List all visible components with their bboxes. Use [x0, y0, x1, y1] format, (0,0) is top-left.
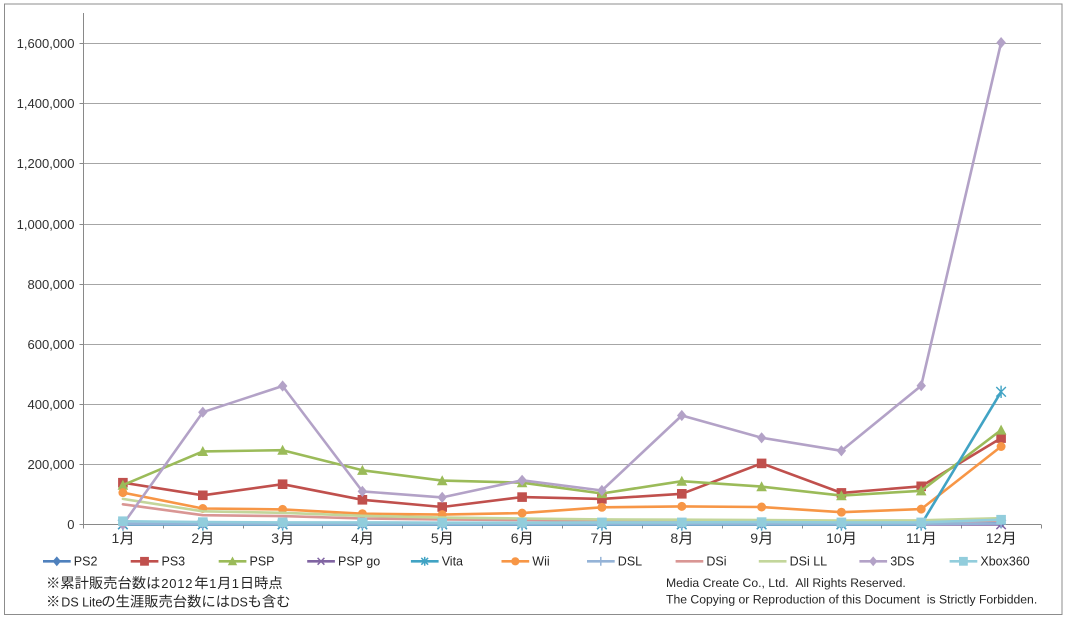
- svg-text:1,600,000: 1,600,000: [17, 36, 75, 51]
- svg-text:1: 1: [232, 576, 239, 591]
- svg-text:PS3: PS3: [162, 555, 186, 569]
- svg-text:4: 4: [351, 530, 359, 546]
- svg-text:400,000: 400,000: [28, 397, 75, 412]
- svg-text:DSL: DSL: [618, 555, 642, 569]
- svg-text:DSi LL: DSi LL: [790, 555, 828, 569]
- svg-text:9: 9: [750, 530, 758, 546]
- svg-text:1,200,000: 1,200,000: [17, 156, 75, 171]
- svg-text:10: 10: [826, 530, 842, 546]
- svg-text:1: 1: [209, 576, 216, 591]
- svg-text:1: 1: [112, 530, 120, 546]
- svg-text:1,000,000: 1,000,000: [17, 217, 75, 232]
- svg-text:PS2: PS2: [74, 555, 98, 569]
- svg-text:200,000: 200,000: [28, 457, 75, 472]
- svg-text:0: 0: [67, 517, 74, 532]
- svg-text:3DS: 3DS: [890, 555, 914, 569]
- svg-text:8: 8: [670, 530, 678, 546]
- svg-text:PSP go: PSP go: [338, 555, 380, 569]
- svg-text:DS: DS: [231, 596, 248, 610]
- svg-text:2012: 2012: [161, 576, 193, 591]
- svg-text:5: 5: [431, 530, 439, 546]
- svg-text:DS Lite: DS Lite: [61, 596, 102, 610]
- svg-text:600,000: 600,000: [28, 337, 75, 352]
- svg-text:The Copying or Reproduction of: The Copying or Reproduction of this Docu…: [666, 593, 1037, 607]
- svg-text:PSP: PSP: [250, 555, 275, 569]
- svg-text:Xbox360: Xbox360: [980, 555, 1029, 569]
- svg-text:Wii: Wii: [532, 555, 549, 569]
- svg-text:800,000: 800,000: [28, 277, 75, 292]
- svg-text:12: 12: [986, 530, 1002, 546]
- svg-text:2: 2: [191, 530, 199, 546]
- svg-text:Vita: Vita: [442, 555, 463, 569]
- svg-text:7: 7: [591, 530, 599, 546]
- svg-text:Media Create Co., Ltd. All Ri: Media Create Co., Ltd. All Rights Reserv…: [666, 576, 906, 590]
- svg-text:DSi: DSi: [706, 555, 726, 569]
- svg-text:1,400,000: 1,400,000: [17, 96, 75, 111]
- svg-text:6: 6: [511, 530, 519, 546]
- svg-text:11: 11: [906, 530, 921, 546]
- svg-text:3: 3: [271, 530, 279, 546]
